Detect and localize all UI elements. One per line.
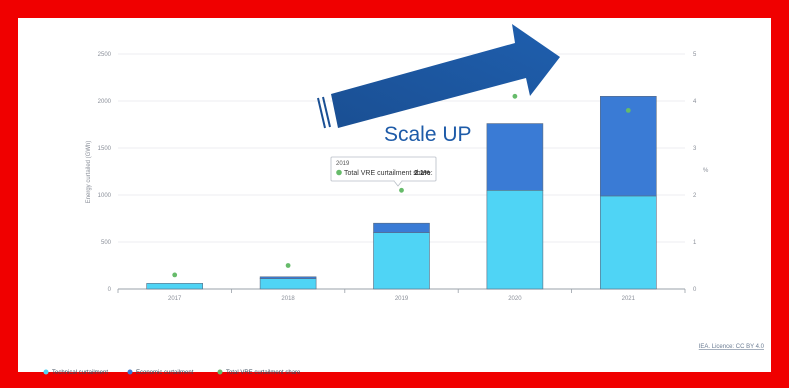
scale-up-arrow <box>317 24 560 129</box>
y-left-tick-label: 0 <box>108 287 112 293</box>
y-right-tick-label: 0 <box>693 287 697 293</box>
bar-economic-2018 <box>259 276 317 279</box>
share-point-2018 <box>285 263 291 268</box>
legend-label: Economic curtailment <box>136 370 194 376</box>
y-right-tick-label: 3 <box>693 146 697 152</box>
share-point-2020 <box>512 93 518 99</box>
bar-technical-2018 <box>259 278 317 290</box>
y-right-tick-label: 2 <box>693 193 697 199</box>
bar-technical-2020 <box>486 190 544 290</box>
tooltip-label: Total VRE curtailment share: <box>344 170 433 177</box>
legend-swatch <box>217 369 223 375</box>
legend: Technical curtailment Economic curtailmen… <box>43 369 301 376</box>
legend-swatch <box>43 369 49 375</box>
legend-swatch <box>127 369 133 375</box>
share-point-2019 <box>399 187 404 193</box>
bar-economic-2021 <box>599 96 657 197</box>
bar-technical-2019 <box>373 232 430 290</box>
y-right-tick-label: 4 <box>693 99 697 105</box>
y-axis-left-label: Energy curtailed (GWh) <box>86 141 92 204</box>
bars <box>146 96 657 290</box>
y-left-tick-label: 500 <box>101 240 112 246</box>
tooltip-year: 2019 <box>336 161 350 167</box>
bar-economic-2020 <box>486 123 544 191</box>
y-axis-right-label: % <box>703 168 709 174</box>
scale-up-label: Scale UP <box>384 123 472 146</box>
y-left-tick-label: 1500 <box>98 146 112 152</box>
bar-economic-2019 <box>373 222 430 233</box>
x-axis-ticks: 2017 2018 2019 2020 2021 <box>117 289 686 302</box>
tooltip-marker <box>336 169 342 176</box>
legend-label: Technical curtailment <box>52 370 108 376</box>
y-axis-left-ticks: 0 500 1000 1500 2000 2500 <box>98 52 112 293</box>
x-tick-label: 2018 <box>281 296 295 302</box>
x-tick-label: 2019 <box>395 296 409 302</box>
y-right-tick-label: 5 <box>693 52 697 58</box>
y-axis-right-ticks: 0 1 2 3 4 5 <box>693 52 697 293</box>
tooltip-value: 2.1% <box>414 170 431 177</box>
credit-link[interactable]: IEA. Licence: CC BY 4.0 <box>699 344 765 350</box>
share-point-2017 <box>172 272 178 278</box>
y-left-tick-label: 2000 <box>98 99 112 105</box>
bar-technical-2017 <box>146 283 203 290</box>
share-point-2021 <box>625 108 631 113</box>
bar-technical-2021 <box>599 195 657 290</box>
x-tick-label: 2020 <box>508 296 522 302</box>
x-tick-label: 2017 <box>168 296 182 302</box>
share-points <box>172 93 631 278</box>
legend-label: Total VRE curtailment share <box>226 370 301 376</box>
y-left-tick-label: 1000 <box>98 193 112 199</box>
y-right-tick-label: 1 <box>693 240 697 246</box>
tooltip: 2019 Total VRE curtailment share: 2.1% <box>330 156 437 187</box>
x-tick-label: 2021 <box>622 296 636 302</box>
y-left-tick-label: 2500 <box>98 52 112 58</box>
